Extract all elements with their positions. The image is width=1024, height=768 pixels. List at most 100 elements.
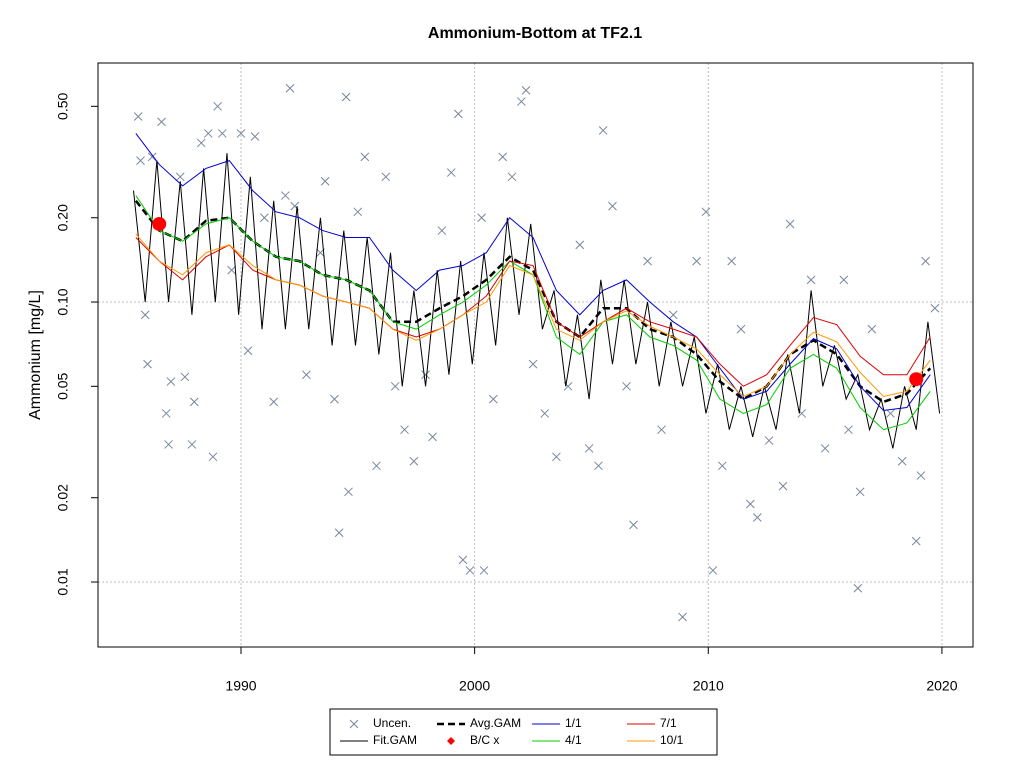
point-marker [552, 452, 561, 462]
point-marker [477, 213, 486, 223]
point-marker [855, 487, 865, 497]
point-marker [897, 456, 907, 466]
x-tick-label: 1990 [225, 678, 256, 694]
x-tick-label: 2000 [459, 678, 490, 694]
point-marker [911, 536, 921, 546]
point-marker [400, 425, 409, 435]
legend-label: 7/1 [660, 716, 677, 730]
point-marker [175, 172, 185, 182]
legend-label: 10/1 [660, 733, 684, 747]
point-marker [227, 265, 236, 275]
y-tick-label: 0.05 [55, 372, 71, 399]
point-marker [217, 129, 227, 138]
legend-label: 1/1 [565, 716, 582, 730]
series-line [134, 199, 932, 404]
y-tick-label: 0.50 [55, 92, 71, 119]
point-marker [330, 394, 339, 404]
point-marker [372, 461, 381, 471]
bc-point [909, 372, 924, 387]
series-line [135, 237, 931, 387]
point-marker [143, 359, 152, 369]
point-marker [250, 132, 260, 141]
point-marker [498, 152, 508, 162]
point-marker [458, 555, 468, 565]
chart-title: Ammonium-Bottom at TF2.1 [428, 25, 642, 42]
point-marker [745, 499, 755, 509]
point-marker [717, 461, 727, 471]
point-marker [752, 513, 762, 522]
point-marker [736, 324, 746, 334]
point-marker [521, 86, 531, 95]
point-marker [528, 359, 538, 369]
point-marker [334, 528, 344, 538]
point-marker [180, 372, 190, 382]
point-marker [208, 452, 218, 462]
point-marker [133, 112, 143, 121]
point-marker [196, 138, 206, 148]
point-marker [164, 440, 173, 449]
series-line [135, 195, 931, 431]
plot-frame [97, 62, 974, 648]
x-tick-label: 2020 [926, 678, 957, 694]
point-marker [136, 156, 145, 165]
point-marker [930, 303, 940, 313]
legend-label: Avg.GAM [470, 716, 521, 730]
point-marker [575, 240, 585, 250]
point-marker [269, 397, 279, 407]
point-marker [446, 168, 456, 177]
point-marker [921, 256, 930, 266]
point-marker [341, 92, 351, 102]
point-marker [285, 83, 295, 93]
legend-label: Uncen. [373, 716, 411, 730]
point-marker [853, 583, 863, 593]
point-marker [839, 275, 849, 285]
point-marker [867, 324, 877, 334]
point-marker [428, 432, 437, 442]
point-marker [157, 117, 166, 127]
legend-label: Fit.GAM [373, 733, 417, 747]
point-marker [360, 152, 370, 162]
point-marker [213, 101, 222, 111]
point-marker [727, 256, 736, 266]
legend-symbol [349, 719, 359, 729]
point-marker [692, 256, 701, 266]
point-marker [281, 191, 290, 200]
point-marker [701, 207, 711, 217]
point-marker [844, 425, 853, 435]
point-marker [187, 440, 197, 449]
point-marker [479, 566, 489, 575]
legend-box [329, 708, 718, 756]
point-marker [764, 436, 774, 445]
point-marker [203, 129, 213, 138]
point-marker [488, 394, 498, 404]
point-marker [381, 172, 391, 182]
point-marker [302, 370, 311, 380]
point-marker [453, 109, 463, 119]
point-marker [820, 444, 830, 453]
point-marker [437, 226, 447, 235]
point-marker [622, 381, 631, 391]
series-line [135, 133, 931, 411]
point-marker [886, 409, 895, 418]
point-marker [344, 487, 353, 497]
point-marker [161, 409, 171, 418]
legend-label: 4/1 [565, 733, 582, 747]
point-marker [353, 207, 363, 217]
point-marker [260, 213, 269, 223]
y-tick-label: 0.20 [55, 204, 71, 231]
point-marker [594, 461, 603, 471]
point-marker [140, 310, 150, 320]
point-marker [540, 409, 550, 418]
y-tick-label: 0.02 [55, 484, 71, 511]
y-tick-label: 0.01 [55, 568, 71, 595]
point-marker [390, 381, 400, 391]
point-marker [608, 201, 617, 211]
point-marker [778, 481, 788, 491]
point-marker [421, 370, 430, 380]
point-marker [657, 425, 666, 435]
bc-point [152, 216, 167, 231]
point-marker [678, 612, 687, 622]
